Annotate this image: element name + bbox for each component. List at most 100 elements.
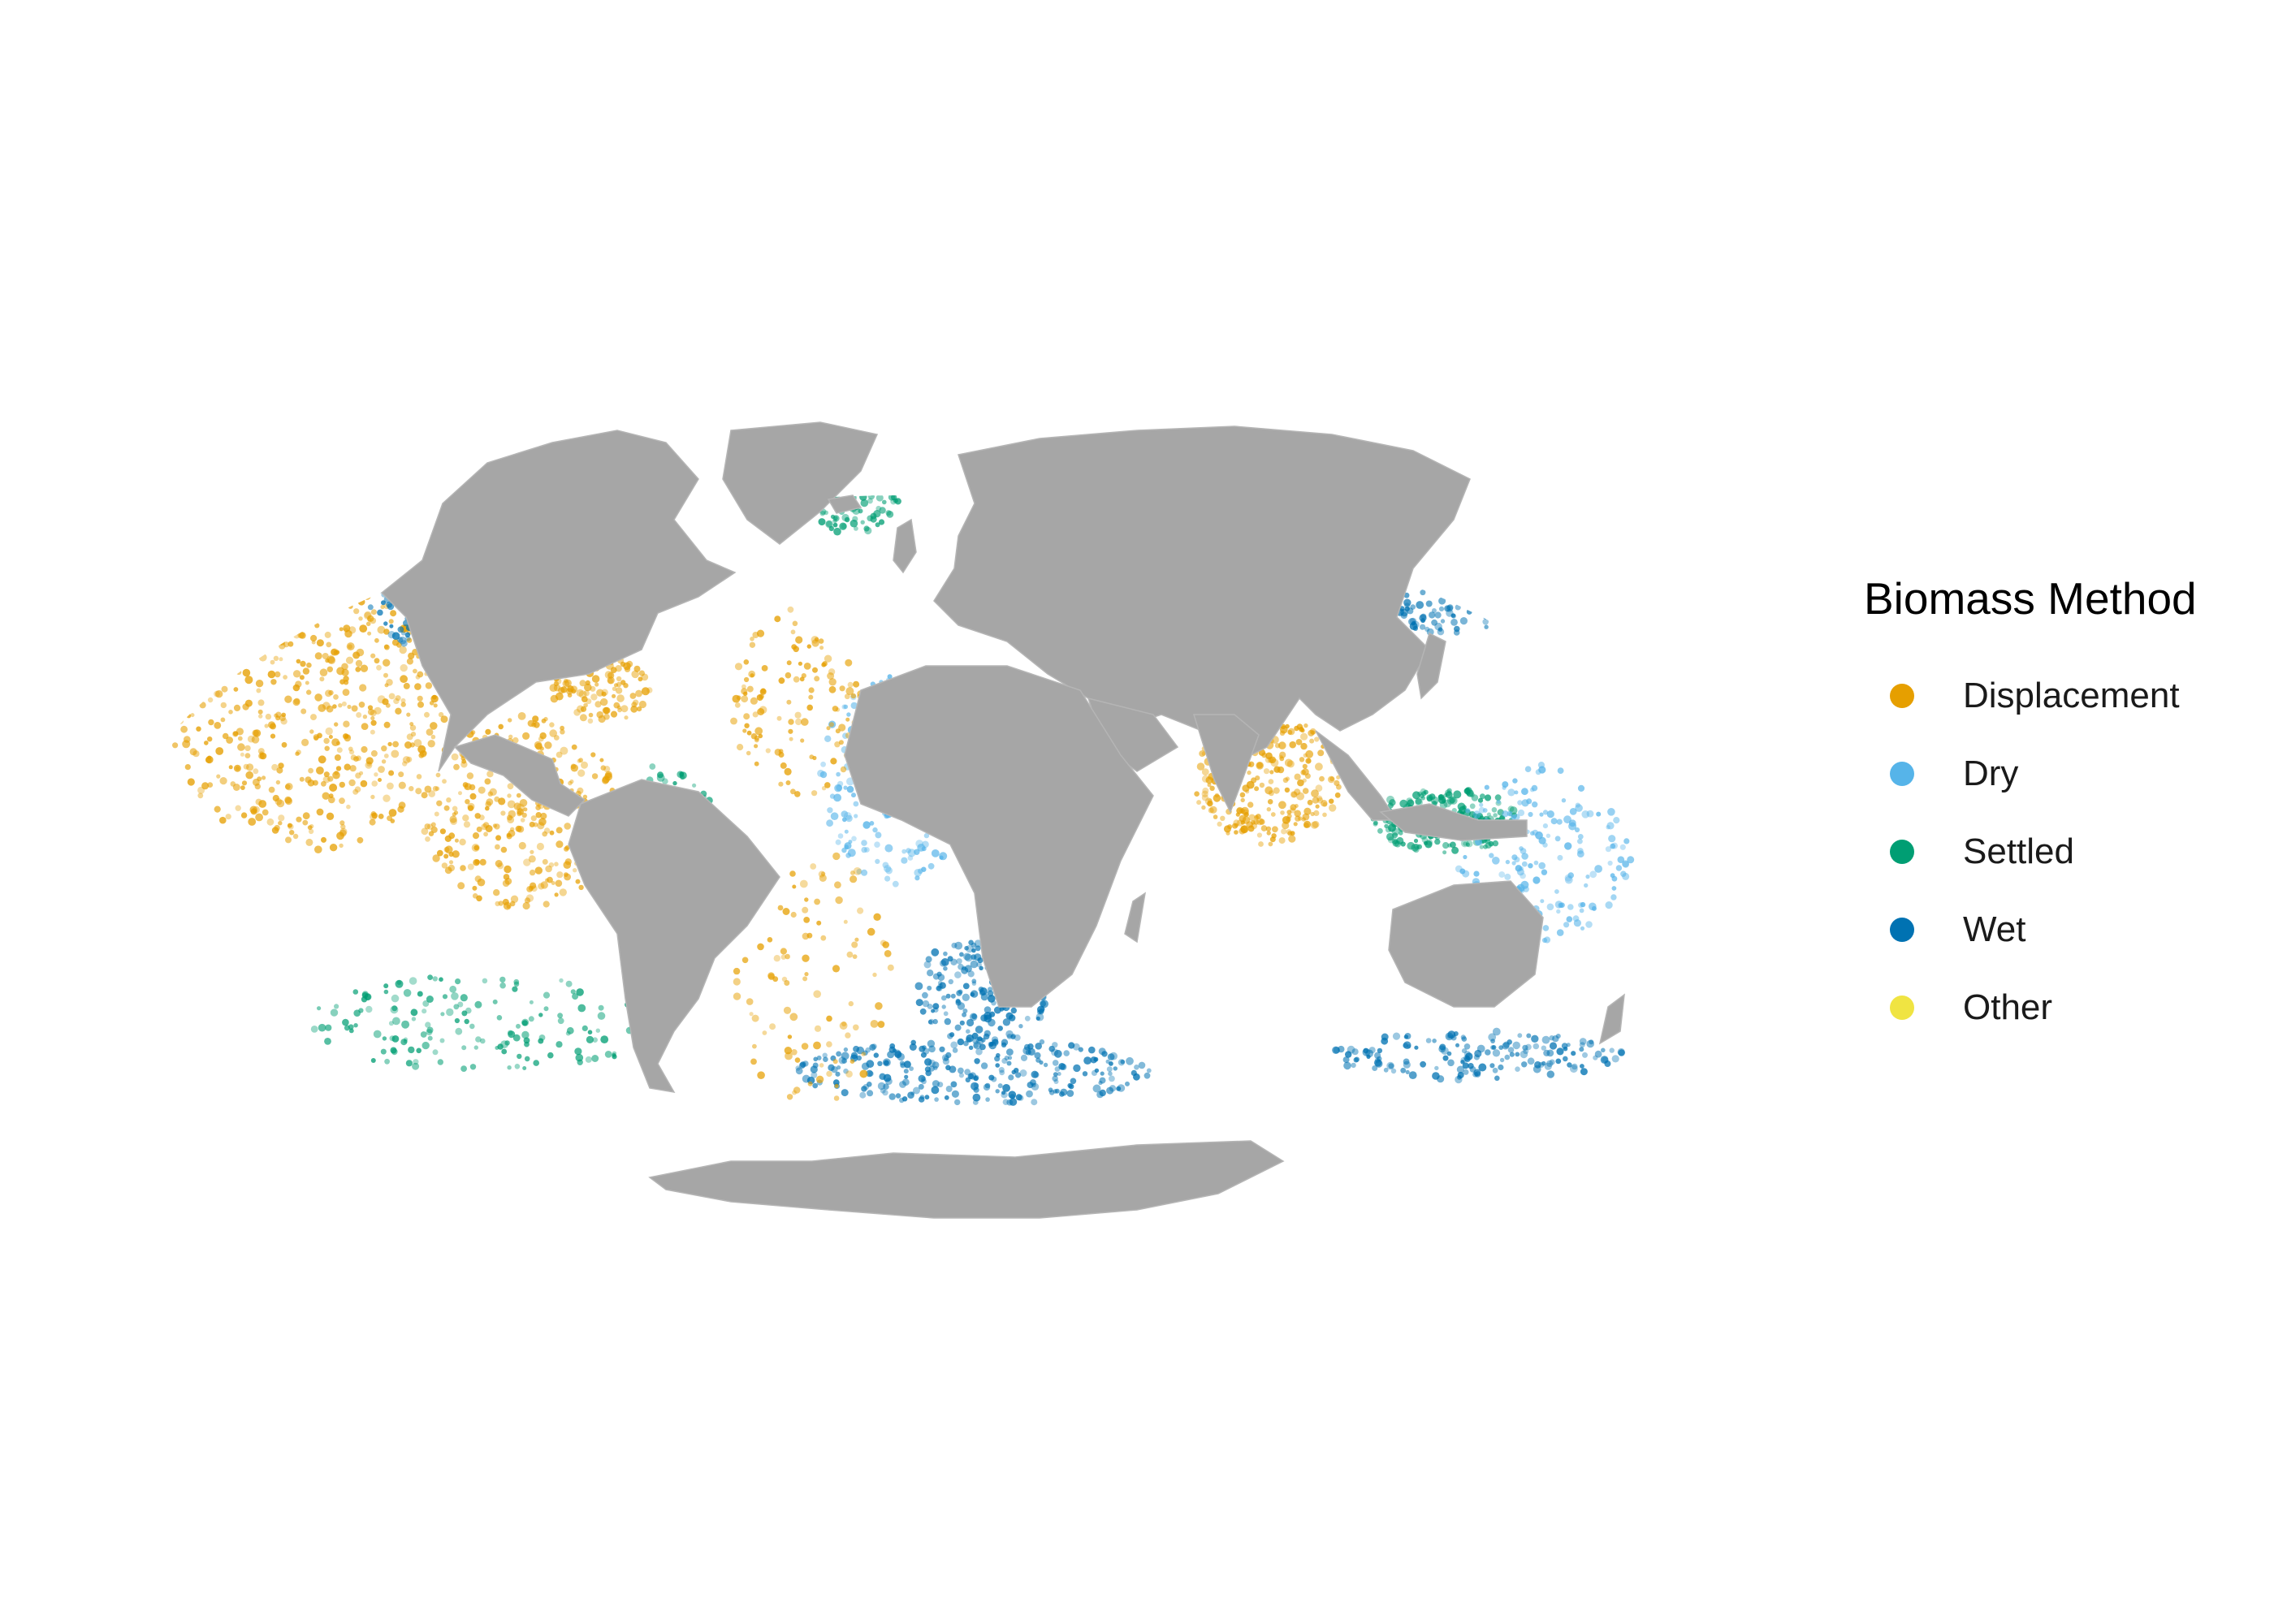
sample-point xyxy=(860,520,865,525)
sample-point xyxy=(1392,1032,1401,1040)
sample-point xyxy=(324,631,331,638)
sample-point xyxy=(426,728,434,736)
sample-point xyxy=(346,804,351,810)
sample-point xyxy=(504,878,512,885)
sample-point xyxy=(517,810,522,817)
sample-point xyxy=(782,908,790,915)
sample-point xyxy=(973,1043,979,1048)
sample-point xyxy=(620,705,629,713)
sample-point xyxy=(365,761,373,769)
sample-point xyxy=(352,788,359,795)
sample-point xyxy=(387,782,394,790)
sample-point xyxy=(316,808,324,816)
sample-point xyxy=(875,470,880,475)
sample-point xyxy=(355,659,363,667)
greenland xyxy=(722,421,879,545)
sample-point xyxy=(879,473,884,478)
sample-point xyxy=(870,457,875,462)
sample-point xyxy=(1113,1066,1118,1071)
sample-point xyxy=(432,854,440,862)
sample-point xyxy=(1312,820,1320,828)
sample-point xyxy=(465,799,470,805)
sample-point xyxy=(1403,1058,1410,1065)
sample-point xyxy=(339,781,345,788)
sample-point xyxy=(1207,800,1213,807)
sample-point xyxy=(518,841,526,850)
sample-point xyxy=(370,749,378,757)
sample-point xyxy=(1540,899,1545,904)
sample-point xyxy=(794,711,802,719)
sample-point xyxy=(857,907,864,914)
sample-point xyxy=(1497,580,1505,587)
sample-point xyxy=(457,1001,464,1008)
sample-point xyxy=(1431,578,1438,586)
sample-point xyxy=(383,794,391,802)
sample-point xyxy=(784,1047,793,1055)
sample-point xyxy=(1605,901,1613,909)
sample-point xyxy=(308,828,314,835)
sample-point xyxy=(324,1038,331,1045)
sample-point xyxy=(599,758,604,762)
sample-point xyxy=(368,560,374,567)
sample-point xyxy=(318,755,326,764)
sample-point xyxy=(1459,529,1467,537)
sample-point xyxy=(1471,794,1479,801)
sample-point xyxy=(1437,544,1444,551)
sample-point xyxy=(244,753,251,758)
sample-point xyxy=(1290,804,1297,811)
sample-point xyxy=(854,814,858,818)
sample-point xyxy=(1451,846,1459,854)
sample-point xyxy=(275,671,281,678)
sample-point xyxy=(538,1038,544,1044)
sample-point xyxy=(850,702,858,710)
sample-point xyxy=(383,541,392,549)
sample-point xyxy=(1517,1033,1523,1039)
sample-point xyxy=(388,619,394,624)
sample-point xyxy=(1031,1070,1039,1078)
sample-point xyxy=(219,777,227,785)
sample-point xyxy=(1475,530,1480,535)
sample-point xyxy=(793,1086,801,1094)
sample-point xyxy=(509,901,516,907)
sample-point xyxy=(1463,586,1469,593)
sample-point xyxy=(802,906,809,914)
sample-point xyxy=(316,767,324,775)
sample-point xyxy=(1201,790,1208,797)
sample-point xyxy=(344,628,348,633)
sample-point xyxy=(579,714,587,722)
sample-point xyxy=(1509,1052,1515,1057)
sample-point xyxy=(443,853,449,859)
sample-point xyxy=(1302,763,1308,769)
sample-point xyxy=(516,793,521,798)
sample-point xyxy=(862,821,871,829)
sample-point xyxy=(1510,537,1517,544)
sample-point xyxy=(1437,794,1445,801)
sample-point xyxy=(367,708,375,715)
sample-point xyxy=(816,920,822,926)
sample-point xyxy=(1035,1013,1044,1021)
sample-point xyxy=(1386,832,1394,841)
sample-point xyxy=(286,604,292,611)
sample-point xyxy=(207,755,212,760)
sample-point xyxy=(1374,1057,1381,1064)
sample-point xyxy=(909,1066,914,1071)
sample-point xyxy=(955,1000,962,1006)
sample-point xyxy=(366,761,372,767)
sample-point xyxy=(1458,537,1463,542)
sample-point xyxy=(1486,578,1493,585)
sample-point xyxy=(750,697,759,705)
sample-point xyxy=(1522,1044,1528,1051)
sample-point xyxy=(786,660,792,666)
sample-point xyxy=(353,1023,358,1028)
sample-point xyxy=(907,855,914,861)
sample-point xyxy=(248,818,257,826)
sample-point xyxy=(1546,1070,1555,1078)
sample-point xyxy=(1306,758,1312,763)
sample-point xyxy=(1472,525,1477,529)
sample-point xyxy=(300,615,307,622)
sample-point xyxy=(391,632,400,640)
sample-point xyxy=(962,1009,968,1013)
sample-point xyxy=(1039,1039,1045,1045)
sample-point xyxy=(868,495,876,497)
sample-point xyxy=(278,814,285,822)
